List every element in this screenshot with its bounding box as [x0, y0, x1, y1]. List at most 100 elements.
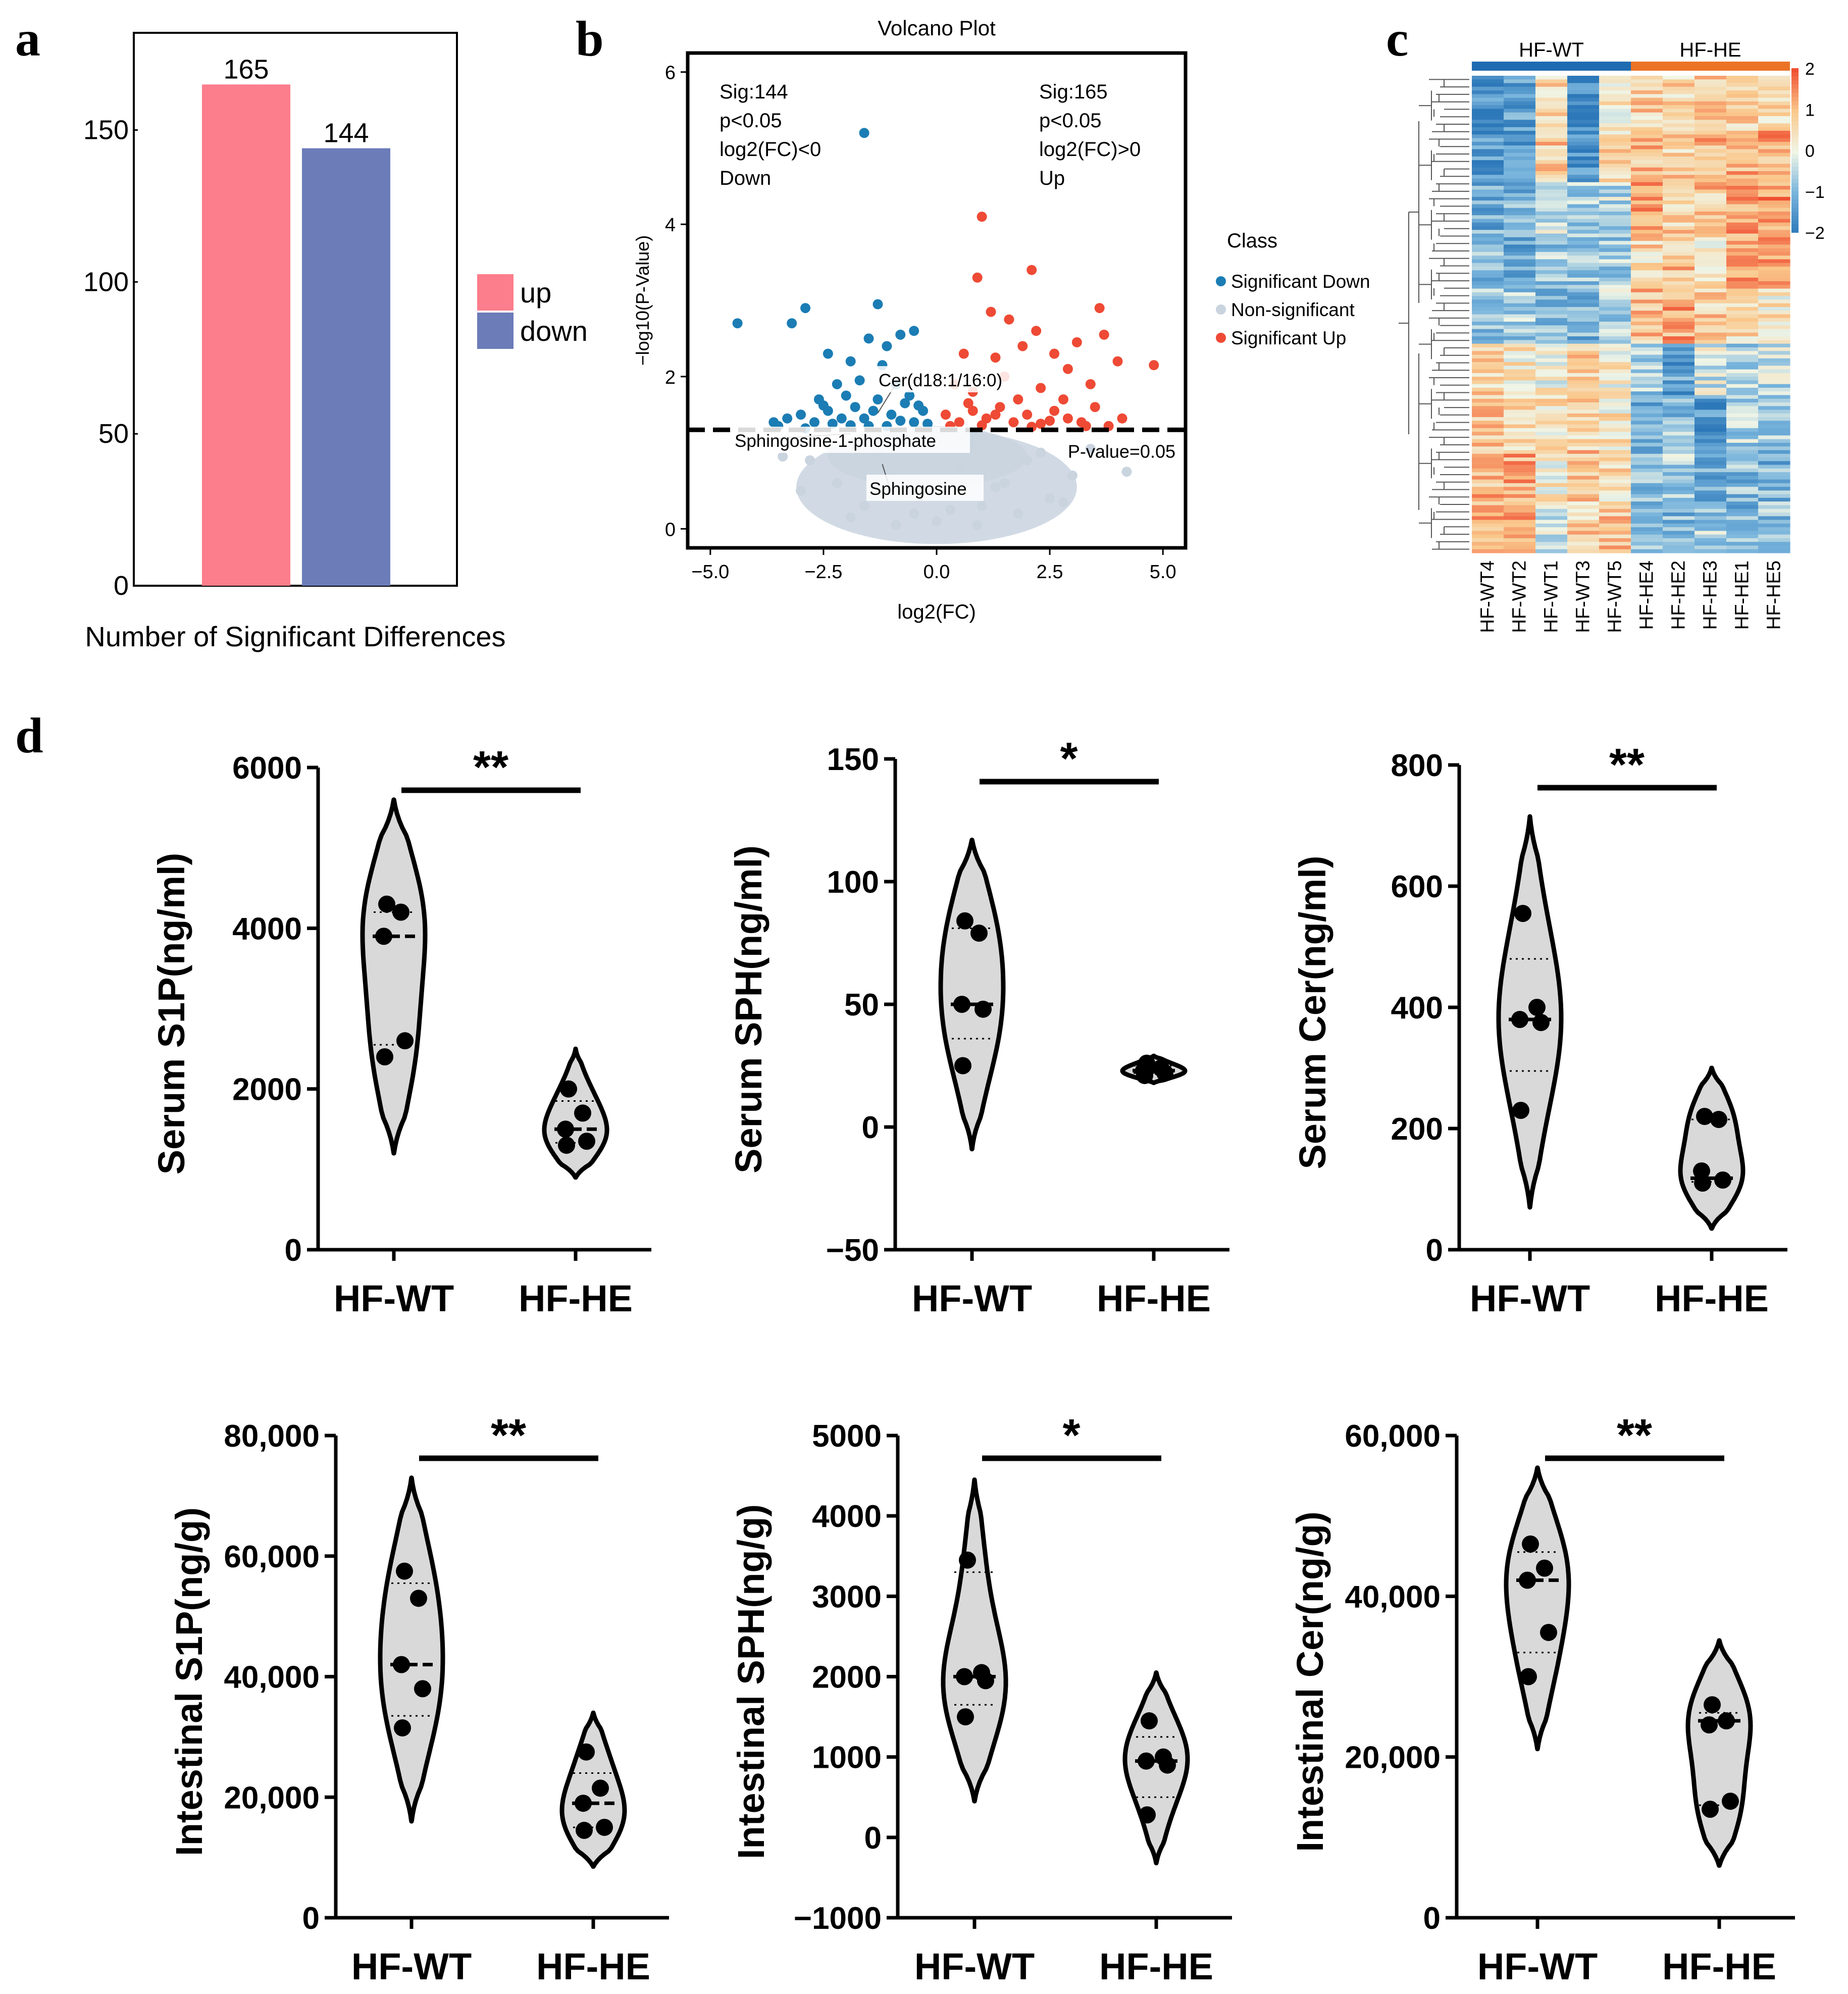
x-tick-label: HF-WT [1477, 1946, 1598, 1987]
heatmap-cell [1599, 233, 1631, 238]
heatmap-cell [1599, 402, 1631, 406]
heatmap-cell [1726, 178, 1759, 183]
heatmap-cell [1504, 189, 1536, 194]
heatmap-cell [1663, 131, 1695, 135]
point-significant-up [1058, 394, 1068, 404]
y-tick-label: 2000 [232, 1072, 302, 1107]
heatmap-cell [1758, 237, 1790, 241]
heatmap-cell [1599, 384, 1631, 388]
y-tick-label: 0 [665, 519, 676, 540]
data-point [574, 1104, 591, 1122]
heatmap-cell [1758, 362, 1790, 366]
heatmap-cell [1695, 244, 1727, 249]
heatmap-cell [1504, 534, 1536, 539]
heatmap-cell [1726, 296, 1759, 300]
heatmap-cell [1758, 219, 1790, 223]
heatmap-cell [1567, 167, 1600, 172]
heatmap-cell [1504, 435, 1536, 440]
heatmap-cell [1695, 516, 1727, 521]
heatmap-cell [1631, 523, 1663, 528]
heatmap-cell [1472, 428, 1504, 432]
heatmap-cell [1726, 442, 1759, 447]
heatmap-cell [1663, 508, 1695, 513]
heatmap-cell [1663, 505, 1695, 509]
heatmap-cell [1695, 314, 1727, 319]
heatmap-cell [1695, 123, 1727, 128]
heatmap-cell [1695, 457, 1727, 462]
heatmap-cell [1472, 76, 1504, 80]
point-significant-down [787, 318, 797, 329]
heatmap-cell [1472, 248, 1504, 252]
point-significant-up [1045, 416, 1055, 426]
heatmap-cell [1726, 483, 1759, 487]
heatmap-cell [1504, 244, 1536, 249]
heatmap-cell [1599, 164, 1631, 168]
heatmap-cell [1504, 101, 1536, 106]
heatmap-cell [1472, 178, 1504, 183]
color-scale-step [1791, 150, 1799, 155]
heatmap-cell [1758, 424, 1790, 429]
heatmap-cell [1663, 230, 1695, 234]
legend-title: Class [1227, 230, 1277, 252]
bar-down [302, 148, 390, 586]
heatmap-cell [1663, 373, 1695, 377]
y-tick-label: −50 [826, 1233, 879, 1268]
heatmap-cell [1695, 145, 1727, 149]
heatmap-cell [1472, 520, 1504, 524]
heatmap-cell [1631, 520, 1663, 524]
heatmap-cell [1504, 410, 1536, 414]
heatmap-cell [1663, 101, 1695, 106]
data-point [394, 1719, 411, 1736]
heatmap-cell [1567, 343, 1600, 348]
heatmap-cell [1631, 432, 1663, 436]
heatmap-cell [1726, 366, 1759, 370]
heatmap-cell [1535, 442, 1568, 447]
heatmap-cell [1472, 424, 1504, 429]
heatmap-cell [1663, 270, 1695, 275]
heatmap-cell [1535, 120, 1568, 124]
point-significant-down [913, 400, 924, 411]
heatmap-cell [1535, 178, 1568, 183]
heatmap-cell [1504, 490, 1536, 495]
heatmap-cell [1504, 251, 1536, 256]
heatmap-cell [1631, 76, 1663, 80]
heatmap-cell [1663, 465, 1695, 469]
heatmap-cell [1758, 259, 1790, 264]
heatmap-cell [1535, 439, 1568, 443]
heatmap-cell [1631, 204, 1663, 209]
heatmap-cell [1726, 285, 1759, 289]
heatmap-cell [1631, 497, 1663, 502]
heatmap-cell [1567, 215, 1600, 220]
data-point [560, 1080, 577, 1098]
point-significant-up [958, 348, 969, 359]
heatmap-cell [1695, 127, 1727, 131]
heatmap-cell [1758, 79, 1790, 84]
heatmap-cell [1567, 208, 1600, 212]
heatmap-cell [1631, 215, 1663, 220]
heatmap-cell [1758, 442, 1790, 447]
heatmap-cell [1695, 332, 1727, 337]
heatmap-cell [1504, 465, 1536, 469]
heatmap-cell [1758, 131, 1790, 135]
heatmap-cell [1631, 453, 1663, 458]
heatmap-cell [1663, 116, 1695, 120]
heatmap-cell [1758, 277, 1790, 282]
heatmap-cell [1599, 292, 1631, 296]
heatmap-cell [1504, 204, 1536, 209]
heatmap-cell [1504, 472, 1536, 476]
point-significant-up [1094, 303, 1105, 314]
heatmap-cell [1504, 395, 1536, 399]
heatmap-cell [1504, 318, 1536, 322]
heatmap-cell [1695, 483, 1727, 487]
heatmap-cell [1567, 325, 1600, 330]
heatmap-cell [1599, 501, 1631, 506]
point-significant-up [1090, 402, 1100, 413]
heatmap-cell [1472, 152, 1504, 157]
heatmap-cell [1663, 391, 1695, 396]
point-non-significant [954, 463, 964, 473]
heatmap-cell [1504, 531, 1536, 535]
heatmap-cell [1758, 435, 1790, 440]
point-non-significant [891, 520, 901, 530]
point-non-significant [945, 504, 955, 515]
heatmap-cell [1695, 527, 1727, 531]
